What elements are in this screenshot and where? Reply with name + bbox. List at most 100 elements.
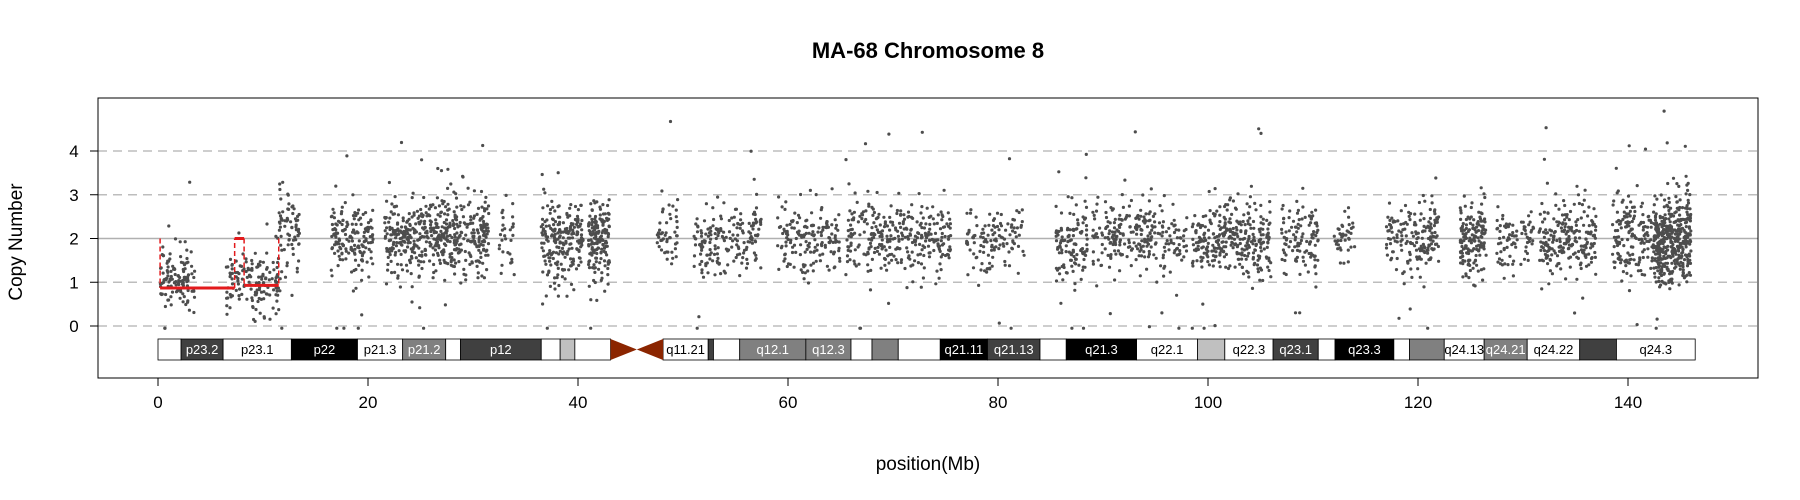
probe-point: [1312, 254, 1316, 258]
probe-point: [751, 221, 756, 225]
probe-point: [1127, 204, 1131, 208]
probe-point: [278, 187, 282, 192]
probe-point: [606, 282, 610, 286]
probe-point: [578, 256, 582, 260]
probe-point: [473, 242, 477, 246]
probe-point: [832, 252, 836, 256]
probe-point: [1389, 225, 1393, 229]
probe-point: [1155, 280, 1159, 284]
probe-point: [698, 262, 702, 266]
probe-point: [837, 213, 841, 217]
probe-point: [884, 248, 888, 252]
probe-point: [1240, 257, 1244, 261]
probe-point: [1021, 249, 1025, 253]
probe-point: [1056, 245, 1060, 250]
probe-point: [1462, 194, 1466, 198]
probe-point: [1259, 131, 1263, 135]
probe-point: [334, 184, 338, 188]
probe-point: [341, 218, 345, 222]
probe-point: [567, 268, 571, 272]
probe-point: [189, 250, 193, 254]
probe-point: [389, 210, 393, 214]
probe-point: [812, 250, 816, 254]
probe-point: [1681, 271, 1685, 275]
probe-point: [1472, 283, 1476, 287]
probe-point: [1468, 268, 1472, 273]
probe-point: [1573, 311, 1577, 315]
probe-point: [574, 267, 579, 271]
probe-point: [418, 232, 422, 236]
probe-point: [1460, 255, 1464, 259]
probe-point: [895, 246, 900, 250]
probe-point: [399, 263, 403, 267]
probe-point: [908, 257, 912, 261]
probe-point: [1459, 251, 1463, 255]
probe-point: [845, 260, 850, 264]
probe-point: [1542, 230, 1546, 234]
probe-point: [1240, 265, 1244, 269]
probe-point: [1646, 255, 1650, 259]
probe-point: [366, 221, 371, 225]
probe-point: [1633, 209, 1637, 214]
probe-point: [1150, 235, 1154, 239]
probe-point: [599, 278, 603, 282]
probe-point: [1064, 250, 1068, 254]
probe-point: [847, 182, 851, 186]
probe-point: [1388, 242, 1393, 246]
probe-point: [1519, 220, 1524, 224]
probe-point: [482, 207, 487, 211]
probe-point: [452, 264, 456, 269]
probe-point: [275, 299, 279, 303]
probe-point: [1643, 232, 1648, 236]
probe-point: [1524, 232, 1528, 236]
probe-point: [1211, 264, 1215, 268]
probe-point: [1496, 242, 1501, 246]
probe-point: [433, 230, 437, 234]
probe-point: [1123, 242, 1127, 246]
probe-point: [1538, 212, 1542, 216]
probe-point: [581, 237, 585, 241]
probe-point: [1215, 209, 1219, 213]
probe-point: [1624, 258, 1628, 262]
probe-point: [453, 235, 457, 239]
probe-point: [485, 232, 489, 236]
probe-point: [995, 224, 1000, 229]
probe-point: [1397, 229, 1401, 233]
probe-point: [799, 192, 803, 197]
probe-point: [1684, 174, 1688, 178]
probe-point: [1084, 176, 1088, 180]
probe-point: [1283, 258, 1287, 263]
probe-point: [940, 243, 945, 247]
probe-point: [253, 293, 257, 297]
probe-point: [511, 222, 515, 226]
probe-point: [329, 268, 333, 272]
probe-point: [559, 230, 563, 234]
probe-point: [564, 239, 568, 243]
probe-point: [550, 251, 555, 255]
probe-point: [1660, 265, 1664, 269]
probe-point: [1341, 224, 1345, 228]
probe-point: [169, 303, 173, 307]
probe-point: [410, 300, 414, 304]
probe-point: [1627, 289, 1632, 293]
probe-point: [1259, 245, 1263, 250]
probe-point: [285, 261, 289, 265]
probe-point: [997, 321, 1001, 325]
probe-point: [448, 240, 452, 244]
probe-point: [1202, 326, 1206, 330]
probe-point: [1403, 203, 1408, 208]
probe-point: [466, 203, 471, 207]
probe-point: [1611, 203, 1615, 207]
probe-point: [345, 224, 349, 229]
probe-point: [1612, 199, 1616, 203]
probe-point: [503, 227, 507, 231]
probe-point: [1182, 255, 1186, 259]
probe-point: [480, 205, 484, 209]
probe-point: [279, 197, 283, 201]
probe-point: [1336, 227, 1340, 231]
probe-point: [1637, 237, 1641, 242]
probe-point: [1673, 228, 1677, 232]
probe-point: [500, 238, 504, 242]
probe-point: [1346, 260, 1350, 264]
probe-point: [1508, 254, 1512, 258]
